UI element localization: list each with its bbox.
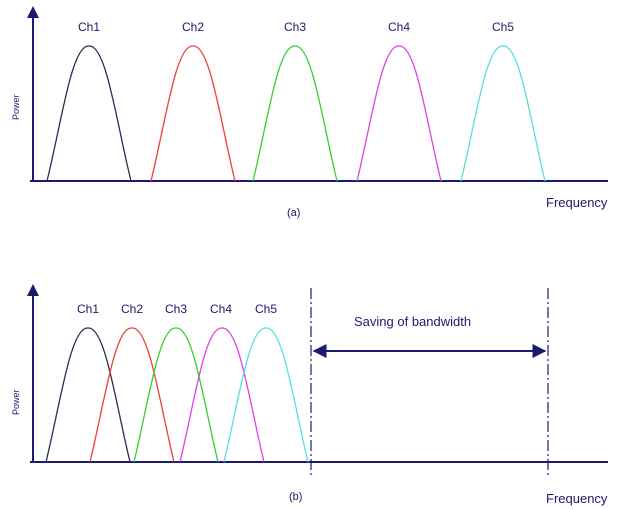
panel-b-ch5-curve xyxy=(223,327,309,463)
panel-a-ch1-label: Ch1 xyxy=(78,20,100,34)
panel-a-ch2-curve xyxy=(150,45,236,182)
panel-b-ch4-curve xyxy=(179,327,265,463)
panel-b-ch1-label: Ch1 xyxy=(77,302,99,316)
panel-b-ch1-curve xyxy=(45,327,131,463)
panel-b-caption: (b) xyxy=(289,491,302,503)
panel-b-ch2-label: Ch2 xyxy=(121,302,143,316)
panel-a-ch4-curve xyxy=(356,45,442,182)
panel-b-y-label: Power xyxy=(11,389,21,415)
panel-a-ch1-curve xyxy=(46,45,132,182)
panel-a-y-label: Power xyxy=(11,94,21,120)
panel-b-ch4-label: Ch4 xyxy=(210,302,232,316)
panel-b-ch3-curve xyxy=(133,327,219,463)
panel-b-ch5-label: Ch5 xyxy=(255,302,277,316)
panel-a-caption: (a) xyxy=(287,207,300,219)
panel-b: Power Frequency (b) Ch1 Ch2 Ch3 Ch4 Ch5 … xyxy=(11,284,608,506)
panel-a-ch5-label: Ch5 xyxy=(492,20,514,34)
panel-b-ch3-label: Ch3 xyxy=(165,302,187,316)
panel-a-ch2-label: Ch2 xyxy=(182,20,204,34)
bandwidth-saving-label: Saving of bandwidth xyxy=(354,314,471,329)
panel-b-ch2-curve xyxy=(89,327,175,463)
panel-a: Power Frequency (a) Ch1 Ch2 Ch3 Ch4 Ch5 xyxy=(11,6,608,219)
panel-a-ch3-curve xyxy=(252,45,338,182)
panel-a-ch5-curve xyxy=(460,45,546,182)
panel-b-x-label: Frequency xyxy=(546,491,608,506)
panel-a-ch3-label: Ch3 xyxy=(284,20,306,34)
panel-a-ch4-label: Ch4 xyxy=(388,20,410,34)
panel-a-x-label: Frequency xyxy=(546,195,608,210)
